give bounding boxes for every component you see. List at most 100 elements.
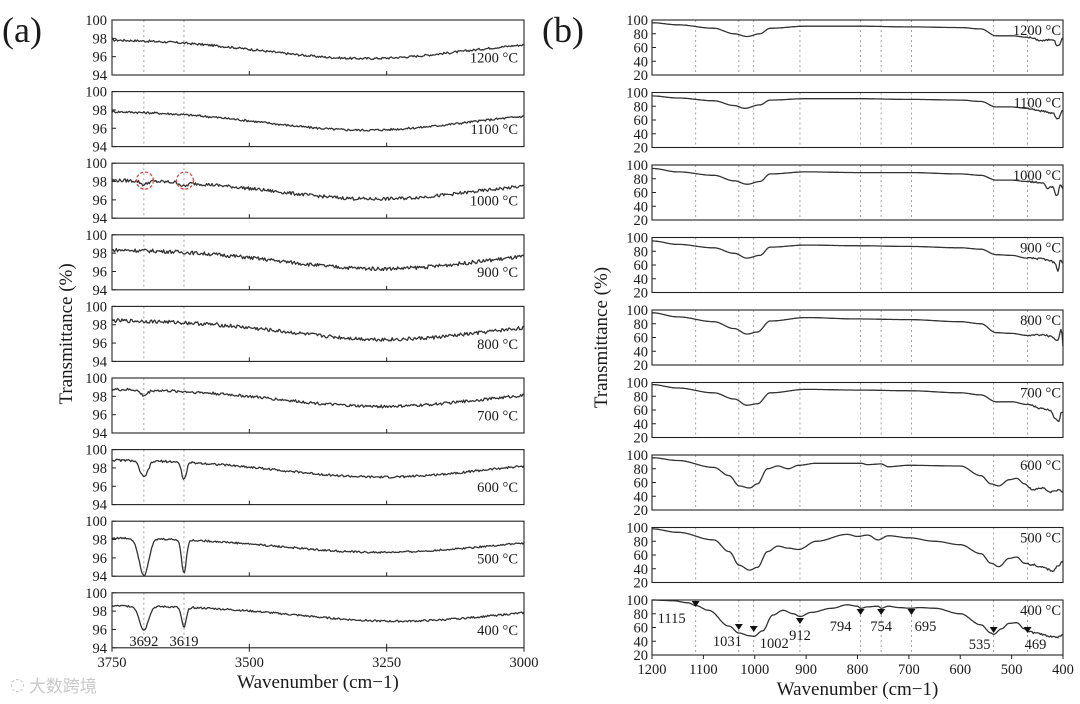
spectrum-line-a	[111, 458, 525, 480]
subplot-a-400: 94 96 98 100 400 °C 3692 3619	[85, 586, 525, 657]
peak-arrow	[795, 618, 804, 624]
temperature-label-b: 1100 °C	[1013, 96, 1061, 112]
y-tick-label-b: 100	[626, 303, 648, 319]
y-tick-label-b: 20	[634, 648, 649, 664]
y-tick-label-b: 20	[634, 576, 649, 592]
y-axis-title-a: Transmittance (%)	[56, 263, 77, 404]
peak-label-b: 1115	[658, 611, 686, 627]
y-tick-label-a: 98	[93, 246, 108, 262]
y-tick-label-b: 20	[634, 358, 649, 374]
chat-bubble-icon: ◌	[10, 674, 25, 695]
spectrum-line-b	[652, 312, 1064, 347]
y-tick-label-a: 94	[93, 211, 108, 227]
y-tick-label-b: 20	[634, 431, 649, 447]
y-tick-label-b: 20	[634, 503, 649, 519]
y-tick-label-a: 100	[85, 443, 107, 459]
peak-label-a: 3619	[169, 634, 198, 650]
peak-label-b: 1002	[760, 636, 789, 652]
y-tick-label-b: 20	[634, 141, 649, 157]
x-tick-label-a: 3750	[98, 655, 127, 671]
peak-arrow	[907, 609, 916, 615]
peak-label-b: 469	[1025, 637, 1047, 653]
subplot-frame	[111, 162, 525, 219]
subplot-frame	[111, 91, 525, 148]
y-tick-label-a: 96	[93, 336, 108, 352]
peak-arrow	[1023, 627, 1032, 633]
y-tick-label-b: 60	[634, 258, 649, 274]
watermark: ◌ 大数跨境	[10, 672, 97, 698]
subplot-a-600: 94 96 98 100 600 °C	[85, 443, 525, 514]
spectrum-line-a	[111, 536, 525, 577]
temperature-label-b: 800 °C	[1020, 313, 1061, 329]
peak-arrow	[691, 601, 700, 607]
y-tick-label-a: 94	[93, 641, 108, 657]
y-tick-label-b: 80	[634, 389, 649, 405]
panel-b-label: (b)	[542, 10, 584, 50]
peak-label-b: 695	[915, 619, 937, 635]
spectrum-line-a	[111, 318, 525, 342]
x-axis-title-a: Wavenumber (cm−1)	[237, 672, 399, 693]
y-tick-label-a: 94	[93, 140, 108, 156]
temperature-label-b: 700 °C	[1020, 386, 1061, 402]
x-tick-label-b: 700	[898, 662, 920, 678]
x-tick-label-a: 3000	[510, 655, 539, 671]
y-tick-label-b: 40	[634, 417, 649, 433]
y-tick-label-a: 98	[93, 318, 108, 334]
spectrum-line-b	[651, 240, 1064, 272]
peak-arrow	[856, 609, 865, 615]
spectrum-line-b	[652, 599, 1063, 639]
subplot-a-1000: 94 96 98 100 1000 °C	[85, 156, 525, 227]
y-tick-label-b: 80	[634, 27, 649, 43]
subplot-frame	[111, 449, 525, 506]
highlight-circle	[175, 171, 195, 190]
y-tick-label-b: 100	[626, 13, 648, 29]
peak-label-b: 794	[830, 619, 853, 635]
spectrum-line-a	[111, 110, 525, 132]
y-tick-label-a: 100	[85, 299, 107, 315]
y-tick-label-b: 20	[634, 213, 649, 229]
y-tick-label-b: 60	[634, 331, 649, 347]
y-tick-label-b: 60	[634, 113, 649, 129]
spectrum-line-b	[652, 383, 1064, 423]
y-tick-label-a: 96	[93, 622, 108, 638]
temperature-label-b: 600 °C	[1020, 458, 1061, 474]
temperature-label-a: 1200 °C	[470, 50, 518, 66]
y-tick-label-a: 96	[93, 50, 108, 66]
y-tick-label-b: 40	[634, 127, 649, 143]
x-tick-label-b: 600	[949, 662, 971, 678]
x-tick-label-b: 1000	[740, 662, 769, 678]
y-tick-label-a: 94	[93, 354, 108, 370]
panel-a-label: (a)	[2, 10, 42, 50]
x-tick-label-a: 3250	[372, 655, 401, 671]
y-tick-label-b: 100	[626, 376, 648, 392]
subplot-a-700: 94 96 98 100 700 °C	[85, 371, 525, 442]
watermark-text: 大数跨境	[28, 677, 97, 697]
temperature-label-a: 700 °C	[477, 408, 518, 424]
y-tick-label-b: 60	[634, 41, 649, 57]
y-tick-label-a: 94	[93, 569, 108, 585]
temperature-label-a: 1100 °C	[470, 122, 518, 138]
y-tick-label-b: 80	[634, 172, 649, 188]
y-tick-label-b: 60	[634, 621, 649, 637]
temperature-label-b: 400 °C	[1020, 603, 1061, 619]
y-tick-label-a: 100	[85, 85, 107, 101]
y-tick-label-b: 60	[634, 403, 649, 419]
y-tick-label-b: 40	[634, 634, 649, 650]
x-tick-label-b: 500	[1001, 662, 1023, 678]
y-tick-label-a: 100	[85, 514, 107, 530]
y-tick-label-a: 98	[93, 31, 108, 47]
subplot-a-500: 94 96 98 100 500 °C	[85, 514, 525, 585]
y-tick-label-a: 94	[93, 426, 108, 442]
subplot-frame	[111, 234, 525, 291]
y-tick-label-a: 98	[93, 389, 108, 405]
spectrum-line-a	[111, 247, 525, 272]
spectrum-line-a	[111, 604, 525, 631]
temperature-label-b: 500 °C	[1020, 531, 1061, 547]
y-tick-label-b: 80	[634, 244, 649, 260]
